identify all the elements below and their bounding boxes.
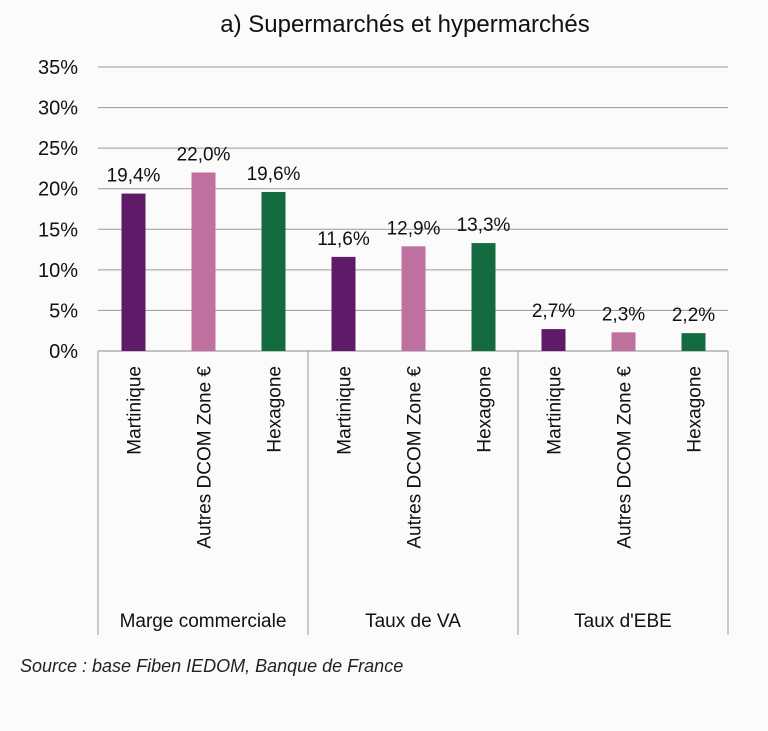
y-tick-label: 0% (49, 341, 78, 363)
category-label: Martinique (545, 366, 566, 455)
bar (331, 256, 356, 351)
y-tick-label: 25% (38, 138, 78, 160)
group-label: Marge commerciale (120, 611, 287, 632)
category-label: Autres DCOM Zone € (405, 366, 426, 549)
bar (121, 193, 146, 351)
y-tick-label: 10% (38, 260, 78, 282)
data-label: 22,0% (177, 144, 231, 165)
category-label: Martinique (125, 366, 146, 455)
category-label: Martinique (335, 366, 356, 455)
data-label: 11,6% (317, 229, 370, 250)
bar (261, 191, 286, 351)
source-note: Source : base Fiben IEDOM, Banque de Fra… (20, 656, 404, 676)
bar (681, 333, 706, 351)
data-label: 2,3% (602, 304, 645, 325)
y-tick-label: 5% (49, 300, 78, 322)
bar (401, 246, 426, 351)
bar (541, 329, 566, 351)
y-tick-label: 30% (38, 98, 78, 120)
y-tick-label: 20% (38, 179, 78, 201)
data-label: 19,4% (107, 166, 161, 187)
data-label: 13,3% (457, 215, 511, 236)
bar (471, 243, 496, 351)
category-label: Hexagone (685, 366, 706, 453)
bar (611, 332, 636, 351)
group-label: Taux de VA (365, 611, 461, 632)
data-label: 2,2% (672, 305, 715, 326)
category-label: Autres DCOM Zone € (615, 366, 636, 549)
data-label: 2,7% (532, 301, 575, 322)
category-label: Autres DCOM Zone € (195, 366, 216, 549)
category-label: Hexagone (265, 366, 286, 453)
group-label: Taux d'EBE (574, 611, 672, 632)
bar (191, 172, 216, 351)
data-label: 12,9% (387, 218, 441, 239)
chart-title: a) Supermarchés et hypermarchés (220, 11, 590, 38)
y-tick-label: 35% (38, 57, 78, 79)
data-label: 19,6% (247, 164, 301, 185)
y-tick-label: 15% (38, 219, 78, 241)
category-label: Hexagone (475, 366, 496, 453)
